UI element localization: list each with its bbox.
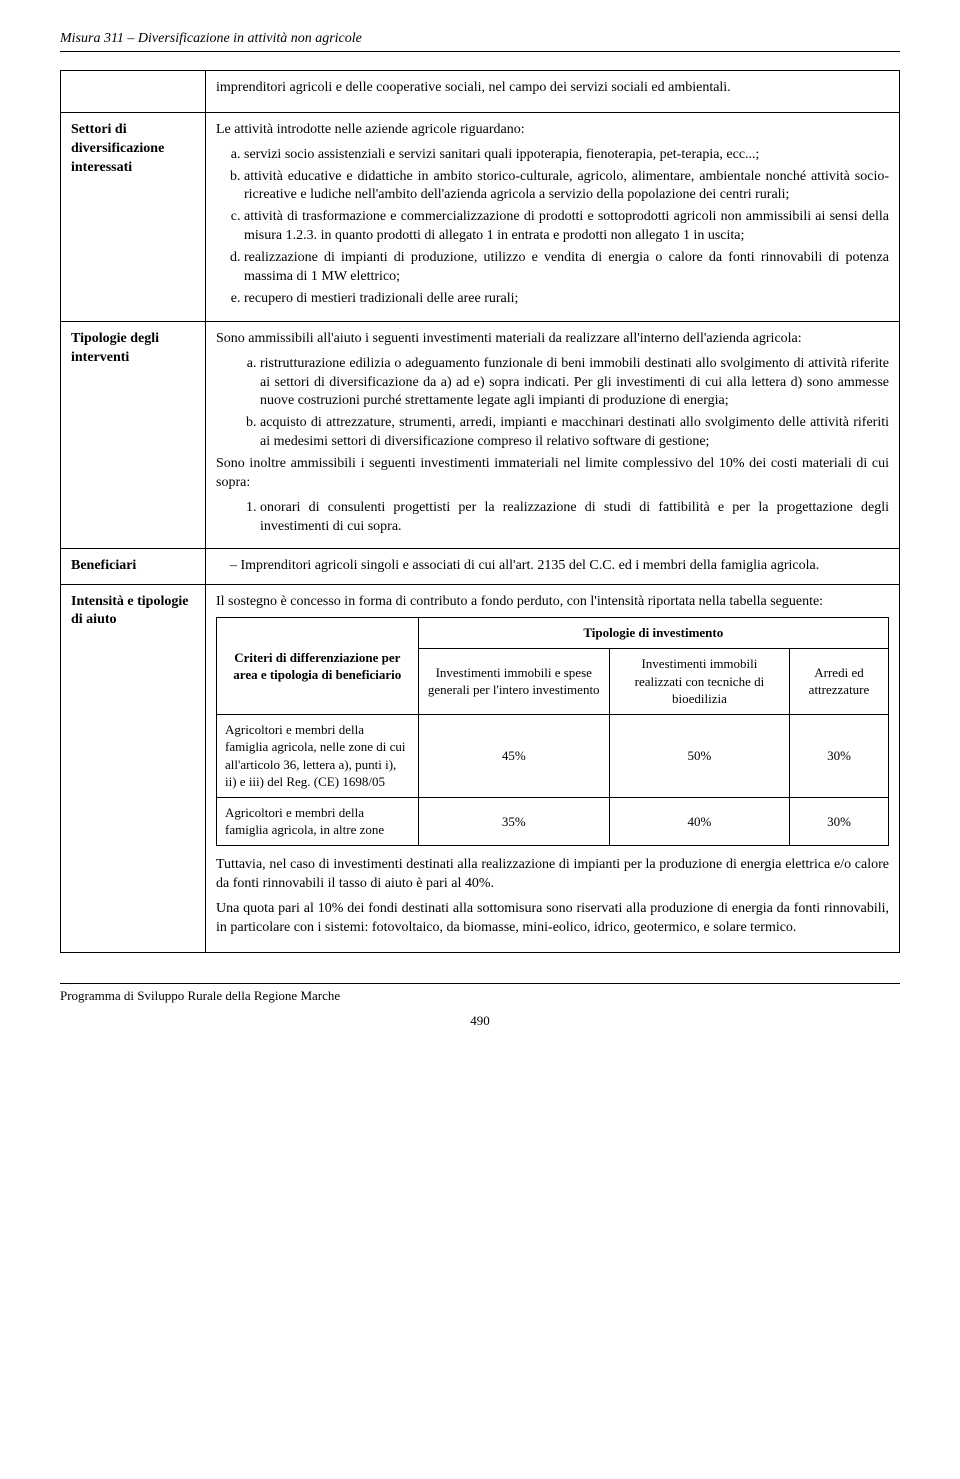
label-beneficiari: Beneficiari [61,548,206,584]
label-empty [61,70,206,112]
tipologie-num-item: onorari di consulenti progettisti per la… [260,499,889,537]
col-header-2: Investimenti immobili realizzati con tec… [609,649,789,715]
beneficiari-list: Imprenditori agricoli singoli e associat… [216,557,889,576]
row1-val1: 45% [418,714,609,797]
settori-item: attività educative e didattiche in ambit… [244,168,889,206]
investment-table: Criteri di differenziazione per area e t… [216,617,889,845]
col-header-3: Arredi ed attrezzature [789,649,888,715]
row-intensita: Intensità e tipologie di aiuto Il sosteg… [61,584,900,952]
content-settori: Le attività introdotte nelle aziende agr… [206,112,900,321]
intro-paragraph: imprenditori agricoli e delle cooperativ… [216,79,889,98]
row-beneficiari: Beneficiari Imprenditori agricoli singol… [61,548,900,584]
row1-val3: 30% [789,714,888,797]
table-row: Agricoltori e membri della famiglia agri… [217,714,889,797]
header-title: Misura 311 – Diversificazione in attivit… [60,30,900,52]
col-header-1: Investimenti immobili e spese generali p… [418,649,609,715]
row2-val1: 35% [418,797,609,845]
tipologie-mid: Sono inoltre ammissibili i seguenti inve… [216,455,889,493]
row2-val2: 40% [609,797,789,845]
row-tipologie: Tipologie degli interventi Sono ammissib… [61,321,900,548]
settori-item: realizzazione di impianti di produzione,… [244,249,889,287]
tipologie-item: ristrutturazione edilizia o adeguamento … [260,355,889,412]
tipologie-list-num: onorari di consulenti progettisti per la… [216,499,889,537]
settori-list: servizi socio assistenziali e servizi sa… [216,146,889,309]
table-header-row: Criteri di differenziazione per area e t… [217,618,889,649]
row2-label: Agricoltori e membri della famiglia agri… [217,797,419,845]
intensita-p2: Una quota pari al 10% dei fondi destinat… [216,900,889,938]
intensita-lead: Il sostegno è concesso in forma di contr… [216,593,889,612]
beneficiari-item: Imprenditori agricoli singoli e associat… [230,557,889,576]
content-tipologie: Sono ammissibili all'aiuto i seguenti in… [206,321,900,548]
page-number: 490 [60,1012,900,1030]
row1-val2: 50% [609,714,789,797]
label-intensita: Intensità e tipologie di aiuto [61,584,206,952]
footer-programme: Programma di Sviluppo Rurale della Regio… [60,983,900,1005]
intensita-p1: Tuttavia, nel caso di investimenti desti… [216,856,889,894]
header-criteria: Criteri di differenziazione per area e t… [217,618,419,714]
content-intensita: Il sostegno è concesso in forma di contr… [206,584,900,952]
settori-item: attività di trasformazione e commerciali… [244,208,889,246]
row1-label: Agricoltori e membri della famiglia agri… [217,714,419,797]
tipologie-item: acquisto di attrezzature, strumenti, arr… [260,414,889,452]
label-settori: Settori di diversificazione interessati [61,112,206,321]
label-tipologie: Tipologie degli interventi [61,321,206,548]
settori-item: recupero di mestieri tradizionali delle … [244,290,889,309]
content-beneficiari: Imprenditori agricoli singoli e associat… [206,548,900,584]
settori-lead: Le attività introdotte nelle aziende agr… [216,121,889,140]
tipologie-lead: Sono ammissibili all'aiuto i seguenti in… [216,330,889,349]
row-settori: Settori di diversificazione interessati … [61,112,900,321]
tipologie-list-alpha: ristrutturazione edilizia o adeguamento … [216,355,889,452]
header-tipologie: Tipologie di investimento [418,618,888,649]
table-row: Agricoltori e membri della famiglia agri… [217,797,889,845]
intro-text: imprenditori agricoli e delle cooperativ… [206,70,900,112]
main-content-table: imprenditori agricoli e delle cooperativ… [60,70,900,953]
row2-val3: 30% [789,797,888,845]
settori-item: servizi socio assistenziali e servizi sa… [244,146,889,165]
row-intro: imprenditori agricoli e delle cooperativ… [61,70,900,112]
